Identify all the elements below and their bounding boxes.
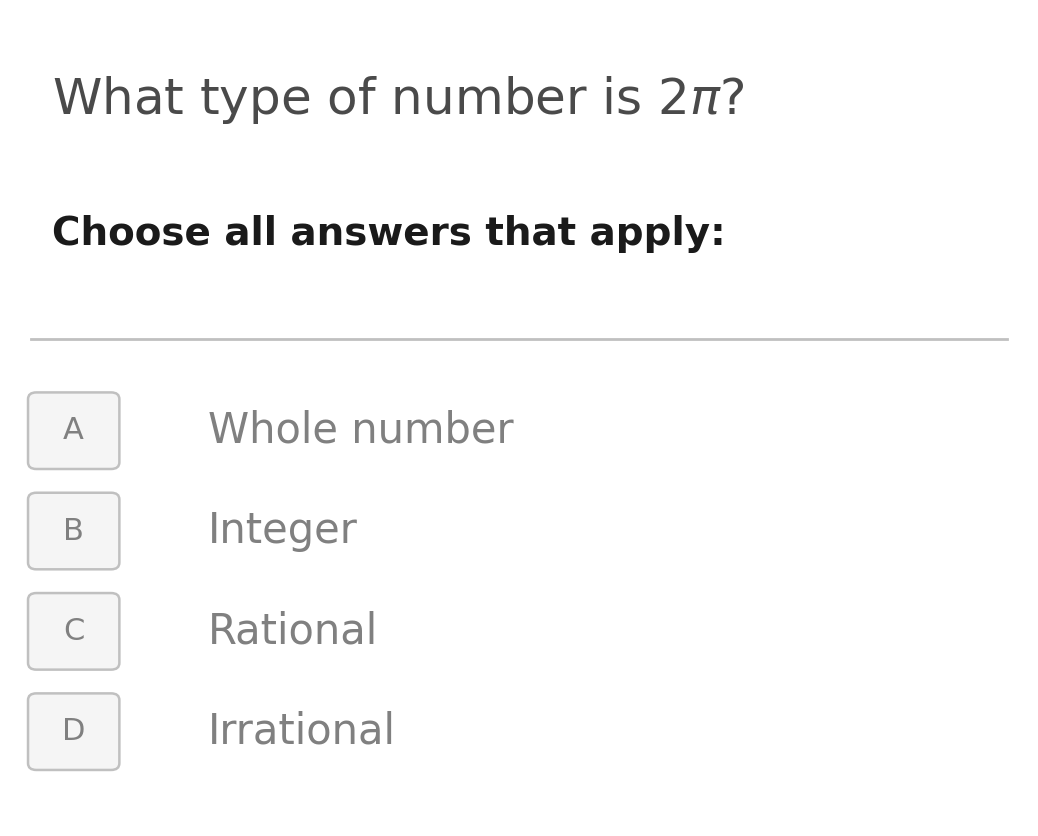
FancyBboxPatch shape [28, 392, 119, 469]
Text: Integer: Integer [208, 510, 357, 552]
Text: D: D [62, 717, 85, 747]
FancyBboxPatch shape [28, 492, 119, 569]
Text: Irrational: Irrational [208, 711, 395, 752]
FancyBboxPatch shape [28, 593, 119, 670]
Text: C: C [63, 617, 84, 646]
Text: What type of number is $2\pi$?: What type of number is $2\pi$? [52, 74, 744, 126]
FancyBboxPatch shape [28, 693, 119, 770]
Text: Choose all answers that apply:: Choose all answers that apply: [52, 215, 726, 253]
Text: B: B [63, 517, 84, 546]
Text: Rational: Rational [208, 610, 378, 652]
Text: A: A [63, 416, 84, 446]
Text: Whole number: Whole number [208, 410, 513, 451]
